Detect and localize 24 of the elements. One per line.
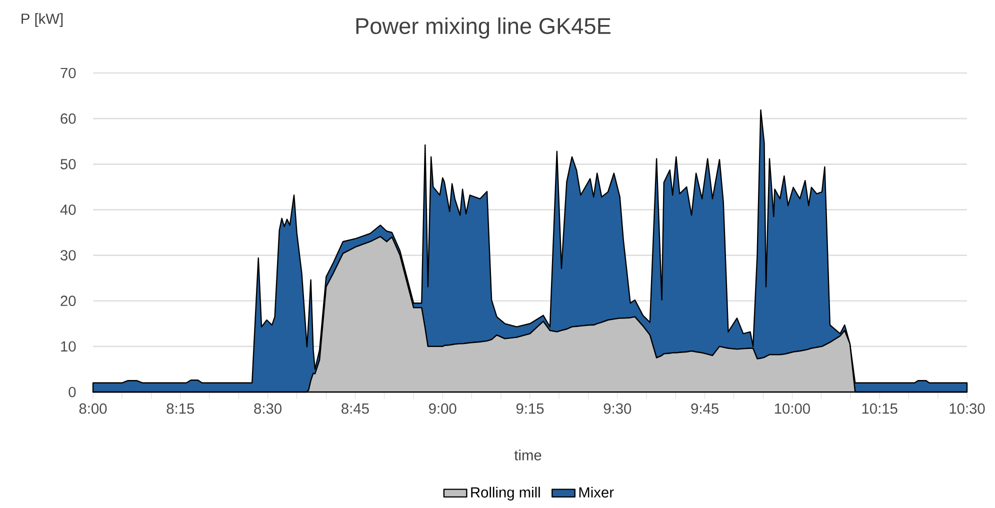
y-tick-label: 10 bbox=[61, 341, 76, 352]
chart-title: Power mixing line GK45E bbox=[356, 17, 610, 39]
y-tick-label: 20 bbox=[60, 296, 76, 306]
y-tick-label: 50 bbox=[60, 158, 76, 170]
legend-label: Mixer bbox=[579, 486, 614, 498]
x-tick-label: 8:45 bbox=[342, 403, 369, 414]
x-tick-label: 8:15 bbox=[166, 403, 194, 414]
x-tick-label: 10:30 bbox=[950, 403, 985, 414]
x-tick-label: 9:30 bbox=[604, 403, 632, 414]
y-tick-label: 30 bbox=[60, 250, 76, 260]
x-tick-label: 9:00 bbox=[429, 403, 456, 414]
legend-label: Rolling mill bbox=[471, 486, 540, 500]
y-tick-label: 60 bbox=[60, 113, 76, 124]
x-tick-label: 9:45 bbox=[691, 403, 718, 414]
y-tick-label: 0 bbox=[68, 386, 76, 398]
x-tick-label: 8:00 bbox=[79, 403, 107, 414]
y-tick-label: 70 bbox=[60, 68, 76, 78]
x-tick-label: 8:30 bbox=[254, 403, 282, 414]
y-tick-label: 40 bbox=[60, 204, 76, 215]
y-axis-title: P [kW] bbox=[22, 13, 63, 27]
x-tick-label: 9:15 bbox=[516, 403, 544, 414]
x-tick-label: 10:00 bbox=[774, 403, 810, 414]
x-tick-label: 10:15 bbox=[862, 403, 898, 414]
x-axis-title: time bbox=[514, 450, 542, 460]
